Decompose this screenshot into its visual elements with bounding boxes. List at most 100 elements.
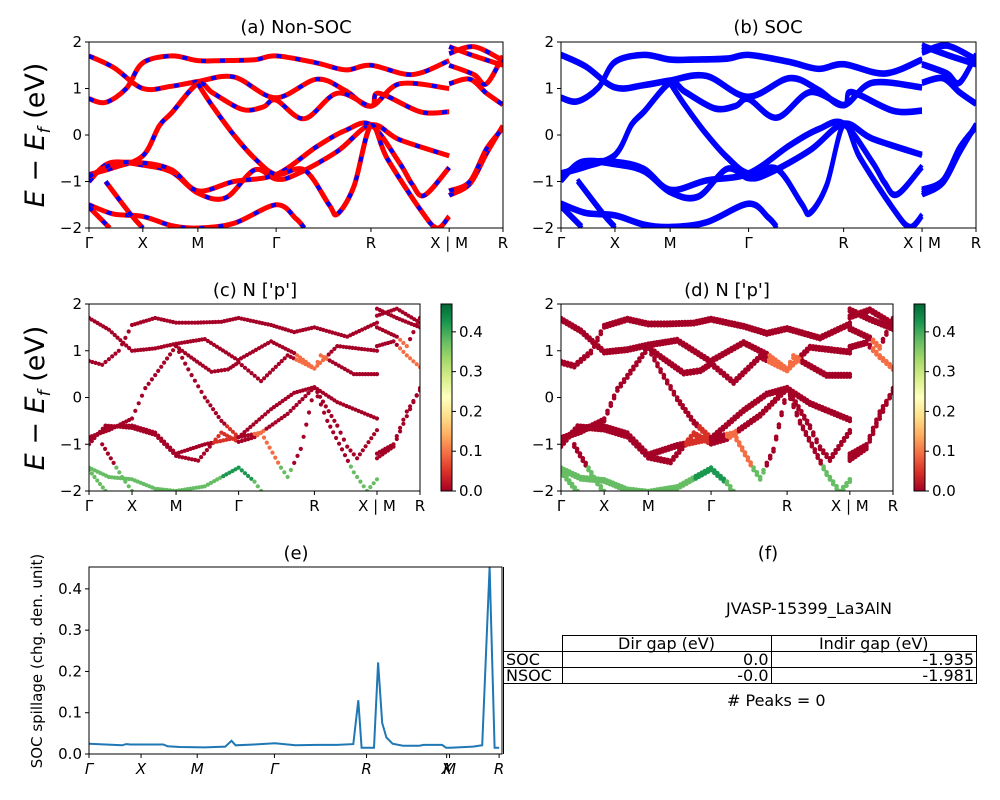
band-point xyxy=(827,477,833,482)
band-point xyxy=(363,372,368,377)
band-point xyxy=(236,439,241,444)
band-point xyxy=(227,427,233,432)
band-point xyxy=(335,423,340,428)
band-point xyxy=(242,433,248,438)
band-point xyxy=(189,320,194,325)
band-point xyxy=(355,474,360,480)
scatter-points xyxy=(89,306,420,491)
band-point xyxy=(618,384,624,389)
band-point xyxy=(106,357,111,362)
band-line-up xyxy=(89,202,307,228)
band-point xyxy=(779,412,784,418)
band-point xyxy=(183,320,188,325)
band-point xyxy=(323,404,328,409)
band-point xyxy=(189,373,194,378)
band-point xyxy=(115,335,120,340)
x-tick-label: Γ xyxy=(557,234,566,252)
band-point xyxy=(601,418,607,424)
band-point xyxy=(276,418,281,423)
band-point xyxy=(165,356,170,361)
band-point xyxy=(595,338,600,343)
band-line-split xyxy=(668,80,924,228)
band-point xyxy=(411,359,416,364)
band-point xyxy=(800,426,806,432)
band-point xyxy=(847,479,853,485)
panel-a-nonsoc-bands: −2 −1 0 1 2 Γ X M Γ R X | M R xyxy=(60,33,508,252)
band-point xyxy=(391,339,396,344)
band-point xyxy=(186,456,191,461)
band-point xyxy=(578,359,584,365)
band-line-down xyxy=(448,126,503,193)
band-point xyxy=(259,488,264,491)
band-point xyxy=(304,422,309,427)
band-point xyxy=(874,419,879,425)
band-point xyxy=(242,471,248,476)
band-point xyxy=(677,450,682,455)
band-point xyxy=(791,404,796,410)
band-point xyxy=(634,362,639,368)
band-point xyxy=(183,351,188,356)
band-point xyxy=(89,471,94,476)
band-point xyxy=(718,370,723,376)
x-tick-label: M xyxy=(191,760,204,778)
x-tick-label: R xyxy=(498,234,508,252)
x-tick-label: M xyxy=(642,497,655,515)
band-point xyxy=(180,320,185,325)
band-point xyxy=(398,337,403,342)
band-line-split xyxy=(921,42,976,61)
band-point xyxy=(174,320,179,325)
colorbar-tick-label: 0.2 xyxy=(932,402,956,420)
band-point xyxy=(778,393,784,398)
band-point xyxy=(309,398,314,403)
band-point xyxy=(605,411,610,416)
band-point xyxy=(671,457,676,462)
y-tick-label: 0.0 xyxy=(58,745,82,763)
y-tick-label: −2 xyxy=(60,219,82,237)
band-point xyxy=(189,457,194,462)
y-tick-label: −2 xyxy=(60,482,82,500)
band-point xyxy=(575,491,580,496)
band-point xyxy=(754,358,760,364)
band-point xyxy=(364,488,370,491)
band-point xyxy=(123,479,128,484)
band-point xyxy=(591,477,597,482)
band-point xyxy=(728,378,733,384)
band-point xyxy=(282,470,287,475)
band-point xyxy=(303,394,308,399)
spillage-line xyxy=(89,567,500,749)
band-point xyxy=(282,356,287,361)
band-point xyxy=(417,325,420,330)
band-point xyxy=(588,351,594,356)
band-point xyxy=(103,446,108,451)
band-point xyxy=(728,486,733,491)
band-point xyxy=(165,442,170,447)
band-point xyxy=(827,458,833,464)
band-point xyxy=(264,426,269,431)
band-point xyxy=(337,441,342,446)
band-point xyxy=(320,399,326,404)
band-point xyxy=(171,448,176,453)
y-tick-label: 0.1 xyxy=(58,704,82,722)
table-header-indir: Indir gap (eV) xyxy=(770,635,977,652)
band-point xyxy=(355,456,360,461)
band-point xyxy=(168,445,173,450)
panel-c-title: (c) N ['p'] xyxy=(213,280,297,301)
band-point xyxy=(769,402,775,407)
panel-a-title: (a) Non-SOC xyxy=(240,17,351,38)
band-point xyxy=(285,411,290,416)
band-point xyxy=(199,389,204,394)
band-point xyxy=(417,388,420,393)
band-point xyxy=(417,315,420,321)
band-point xyxy=(297,399,302,405)
band-point xyxy=(118,338,123,343)
band-point xyxy=(156,368,161,373)
band-line xyxy=(921,44,976,63)
x-tick-label: Γ xyxy=(557,497,566,515)
band-point xyxy=(767,456,773,461)
band-point xyxy=(108,456,113,461)
band-point xyxy=(625,375,630,380)
band-point xyxy=(652,358,657,363)
table-row: SOC 0.0 -1.935 xyxy=(503,651,977,668)
band-point xyxy=(236,435,241,440)
band-line-up xyxy=(448,76,503,107)
